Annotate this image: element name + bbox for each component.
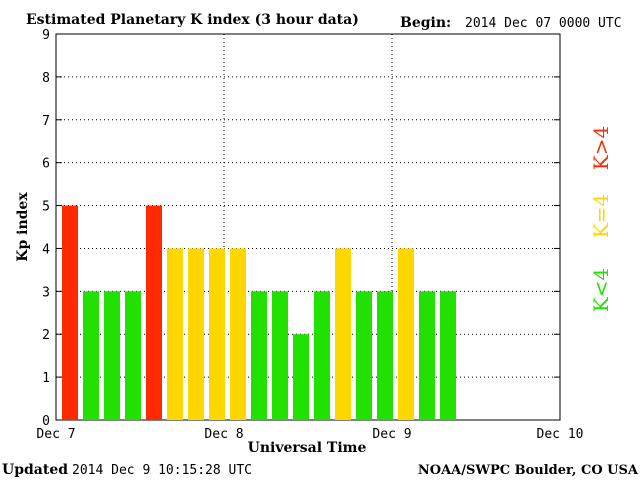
begin-value: 2014 Dec 07 0000 UTC	[465, 16, 622, 31]
y-tick-label: 2	[42, 328, 50, 343]
bar-series	[62, 205, 456, 420]
legend-entry-k-greater-4: K>4	[589, 126, 613, 170]
kp-bar	[188, 248, 204, 420]
kp-bar	[293, 334, 309, 420]
updated-label: Updated	[2, 462, 68, 478]
kp-bar	[104, 291, 120, 420]
kp-bar	[230, 248, 246, 420]
x-tick-label: Dec 10	[537, 427, 584, 442]
y-tick-label: 5	[42, 200, 50, 215]
kp-bar	[377, 291, 393, 420]
kp-bar	[398, 248, 414, 420]
y-tick-label: 0	[42, 414, 50, 429]
y-axis-ticks: 0 1 2 3 4 5 6 7 8 9	[42, 28, 560, 429]
legend-entry-k-less-4: K<4	[589, 268, 613, 312]
x-axis-ticks: Dec 7 Dec 8 Dec 9 Dec 10	[36, 427, 583, 442]
legend-entry-k-equal-4: K=4	[589, 194, 613, 238]
kp-bar	[209, 248, 225, 420]
x-tick-label: Dec 7	[36, 427, 75, 442]
y-tick-label: 6	[42, 157, 50, 172]
kp-bar	[167, 248, 183, 420]
kp-bar	[440, 291, 456, 420]
kp-bar	[125, 291, 141, 420]
begin-label: Begin:	[400, 15, 451, 31]
kp-bar	[335, 248, 351, 420]
y-tick-label: 1	[42, 371, 50, 386]
kp-bar	[356, 291, 372, 420]
y-axis-title: Kp index	[15, 192, 31, 262]
kp-bar	[314, 291, 330, 420]
kp-bar	[62, 205, 78, 420]
y-tick-label: 3	[42, 285, 50, 300]
x-tick-label: Dec 9	[372, 427, 411, 442]
y-tick-label: 9	[42, 28, 50, 43]
x-tick-label: Dec 8	[204, 427, 243, 442]
y-tick-label: 7	[42, 114, 50, 129]
chart-title: Estimated Planetary K index (3 hour data…	[26, 12, 359, 28]
y-tick-label: 8	[42, 71, 50, 86]
kp-bar	[146, 205, 162, 420]
x-axis-title: Universal Time	[248, 440, 367, 456]
kp-bar	[272, 291, 288, 420]
y-tick-label: 4	[42, 242, 50, 257]
updated-value: 2014 Dec 9 10:15:28 UTC	[72, 463, 252, 478]
kp-bar	[251, 291, 267, 420]
kp-bar	[83, 291, 99, 420]
source-credit: NOAA/SWPC Boulder, CO USA	[418, 463, 639, 478]
kp-bar	[419, 291, 435, 420]
